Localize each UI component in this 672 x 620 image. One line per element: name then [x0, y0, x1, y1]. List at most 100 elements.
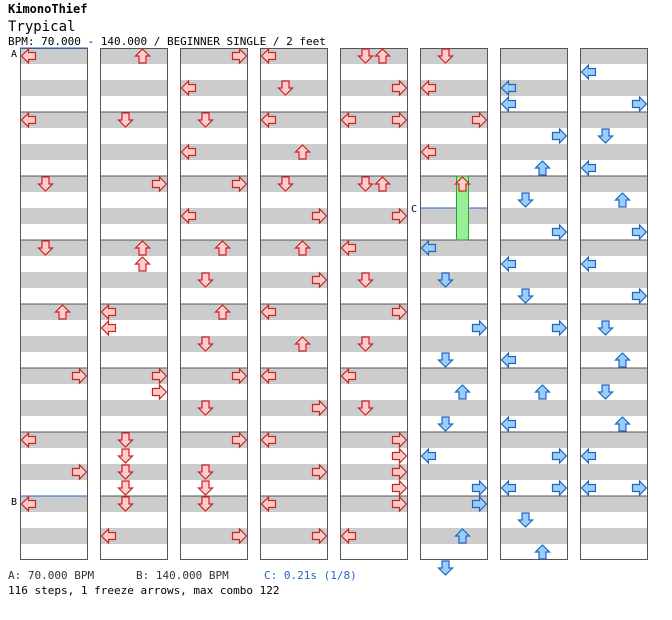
- beat-stripe: [180, 304, 248, 320]
- beat-stripe: [20, 240, 88, 256]
- chart-column: [420, 48, 488, 560]
- beat-stripe: [20, 176, 88, 192]
- chart-column: [340, 48, 408, 560]
- beat-stripe: [260, 336, 328, 352]
- chart-column: [100, 48, 168, 560]
- legend-bpm-a: A: 70.000 BPM: [8, 569, 95, 582]
- beat-stripe: [100, 144, 168, 160]
- beat-stripe: [260, 272, 328, 288]
- column-border: [260, 48, 328, 560]
- beat-stripe: [100, 528, 168, 544]
- beat-stripe: [340, 464, 408, 480]
- beat-stripe: [500, 112, 568, 128]
- chart-column: [580, 48, 648, 560]
- marker-a-label: A: [11, 49, 17, 60]
- beat-stripe: [100, 240, 168, 256]
- beat-stripe: [420, 464, 488, 480]
- beat-stripe: [100, 400, 168, 416]
- beat-stripe: [100, 464, 168, 480]
- chart-stats: 116 steps, 1 freeze arrows, max combo 12…: [8, 584, 280, 597]
- beat-stripe: [260, 176, 328, 192]
- beat-stripe: [580, 368, 648, 384]
- beat-stripe: [420, 176, 488, 192]
- beat-stripe: [260, 144, 328, 160]
- beat-stripe: [260, 432, 328, 448]
- beat-stripe: [20, 400, 88, 416]
- beat-stripe: [500, 528, 568, 544]
- column-border: [500, 48, 568, 560]
- chart-info: BPM: 70.000 - 140.000 / BEGINNER SINGLE …: [8, 35, 326, 48]
- beat-stripe: [340, 400, 408, 416]
- beat-stripe: [500, 176, 568, 192]
- beat-stripe: [500, 208, 568, 224]
- beat-stripe: [260, 528, 328, 544]
- arrow-down-icon: [437, 560, 454, 576]
- beat-stripe: [500, 336, 568, 352]
- beat-stripe: [260, 80, 328, 96]
- beat-stripe: [180, 240, 248, 256]
- chart-column: [500, 48, 568, 560]
- beat-stripe: [580, 400, 648, 416]
- song-title: Trypical: [8, 19, 76, 35]
- beat-stripe: [580, 240, 648, 256]
- beat-stripe: [420, 112, 488, 128]
- beat-stripe: [180, 176, 248, 192]
- beat-stripe: [100, 496, 168, 512]
- beat-stripe: [100, 304, 168, 320]
- beat-stripe: [580, 208, 648, 224]
- beat-stripe: [20, 304, 88, 320]
- beat-stripe: [180, 400, 248, 416]
- marker-b-label: B: [11, 497, 17, 508]
- beat-stripe: [20, 336, 88, 352]
- beat-stripe: [500, 272, 568, 288]
- beat-stripe: [260, 48, 328, 64]
- beat-stripe: [100, 368, 168, 384]
- beat-stripe: [340, 336, 408, 352]
- beat-stripe: [20, 528, 88, 544]
- beat-stripe: [20, 272, 88, 288]
- beat-stripe: [20, 48, 88, 64]
- beat-stripe: [580, 48, 648, 64]
- beat-stripe: [180, 80, 248, 96]
- beat-stripe: [500, 496, 568, 512]
- beat-stripe: [420, 144, 488, 160]
- beat-stripe: [180, 464, 248, 480]
- beat-stripe: [20, 496, 88, 512]
- beat-stripe: [580, 176, 648, 192]
- beat-stripe: [500, 368, 568, 384]
- legend-bpm-b: B: 140.000 BPM: [136, 569, 229, 582]
- beat-stripe: [340, 112, 408, 128]
- beat-stripe: [340, 80, 408, 96]
- beat-stripe: [340, 304, 408, 320]
- beat-stripe: [100, 176, 168, 192]
- beat-stripe: [420, 336, 488, 352]
- beat-stripe: [340, 144, 408, 160]
- beat-stripe: [20, 432, 88, 448]
- beat-stripe: [100, 336, 168, 352]
- beat-stripe: [180, 528, 248, 544]
- beat-stripe: [180, 208, 248, 224]
- beat-stripe: [180, 336, 248, 352]
- chart-column: [20, 48, 88, 560]
- beat-stripe: [580, 304, 648, 320]
- beat-stripe: [580, 464, 648, 480]
- beat-stripe: [340, 368, 408, 384]
- freeze-arrow-body: [456, 175, 469, 241]
- beat-stripe: [580, 80, 648, 96]
- beat-stripe: [180, 496, 248, 512]
- beat-stripe: [100, 80, 168, 96]
- beat-stripe: [580, 496, 648, 512]
- beat-stripe: [500, 240, 568, 256]
- beat-stripe: [20, 112, 88, 128]
- beat-stripe: [500, 48, 568, 64]
- beat-stripe: [580, 144, 648, 160]
- beat-stripe: [340, 272, 408, 288]
- beat-stripe: [420, 304, 488, 320]
- legend-stop-c: C: 0.21s (1/8): [264, 569, 357, 582]
- beat-stripe: [420, 368, 488, 384]
- beat-stripe: [420, 496, 488, 512]
- beat-stripe: [180, 48, 248, 64]
- beat-stripe: [340, 528, 408, 544]
- beat-stripe: [340, 496, 408, 512]
- beat-stripe: [20, 80, 88, 96]
